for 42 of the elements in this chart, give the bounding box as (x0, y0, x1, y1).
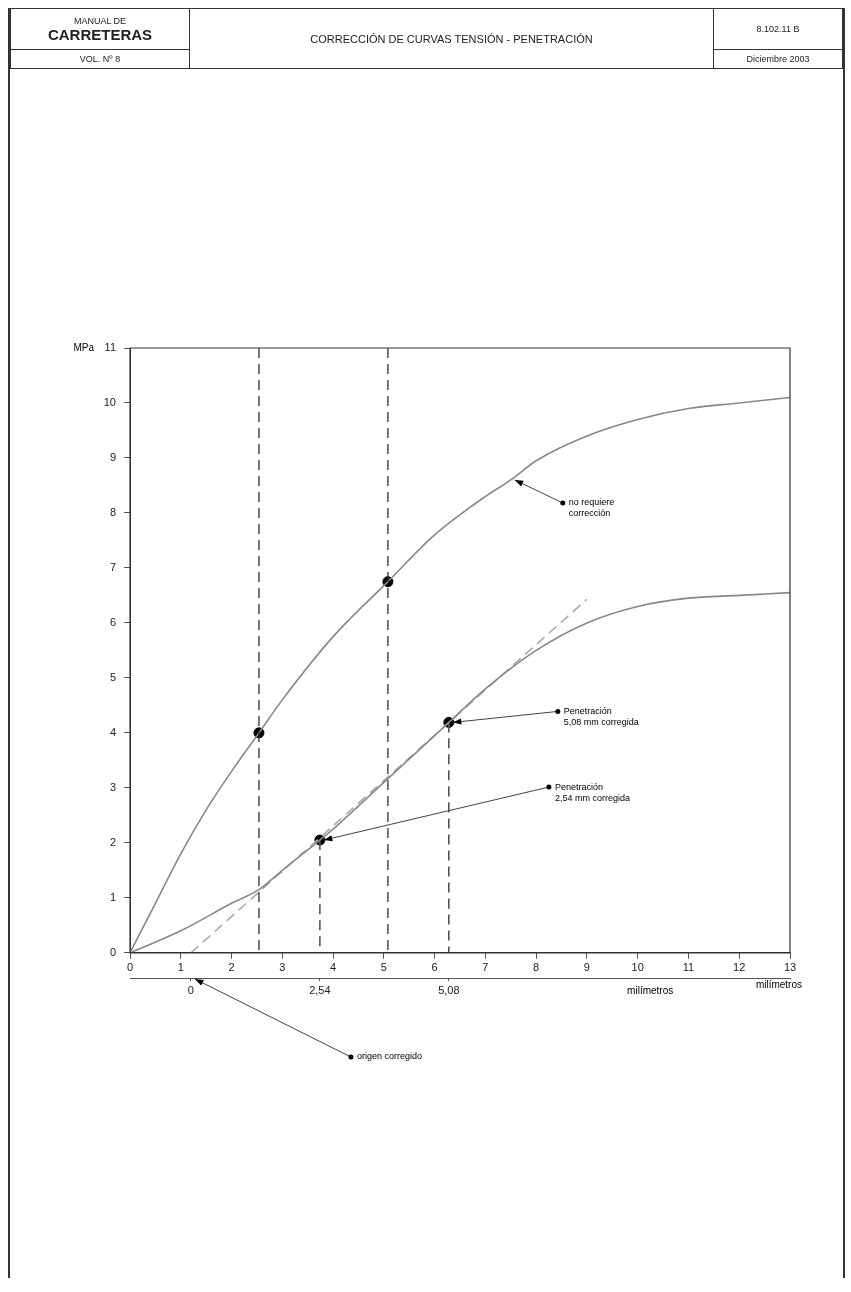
x2-axis-title: milímetros (627, 984, 674, 996)
chart-title: CORRECCIÓN DE CURVAS TENSIÓN - PENETRACIÓN (189, 8, 714, 69)
x-tick-label: 13 (783, 961, 797, 974)
x-tick-label: 1 (177, 961, 184, 974)
y-tick-label: 11 (104, 341, 116, 354)
y-tick-label: 5 (109, 670, 116, 683)
text: CARRETERAS (46, 25, 154, 43)
x-tick-label: 4 (330, 961, 337, 974)
x-tick-label: 8 (533, 961, 540, 974)
x-tick-label: 2 (228, 961, 235, 974)
x-tick-label: 9 (583, 961, 590, 974)
x-tick-label: 11 (682, 961, 695, 974)
x2-tick-label: 0 (187, 983, 194, 996)
x2-tick-label: 2,54 (309, 983, 331, 996)
x-tick-label: 12 (733, 961, 746, 974)
x-axis-title: milímetros (755, 978, 802, 990)
x-tick-label: 3 (279, 961, 286, 974)
y-tick-label: 10 (103, 396, 116, 409)
y-tick-label: 6 (109, 615, 116, 628)
annotation: Penetración 2,54 mm corregida (554, 781, 630, 803)
y-tick-label: 4 (109, 725, 116, 738)
x-tick-label: 7 (482, 961, 489, 974)
y-tick-label: 8 (109, 505, 116, 518)
text: 8.102.11 B (713, 8, 843, 50)
y-tick-label: 0 (109, 945, 116, 958)
text: MANUAL DE (72, 15, 128, 26)
text: VOL. Nº 8 (10, 49, 190, 69)
y-tick-label: 2 (109, 835, 116, 848)
x-tick-label: 10 (631, 961, 644, 974)
annotation: Penetración 5,08 mm corregida (563, 705, 639, 727)
x-tick-label: 6 (431, 961, 438, 974)
x-tick-label: 5 (380, 961, 387, 974)
text: Diciembre 2003 (713, 49, 843, 69)
annotation: no requiere corrección (568, 497, 615, 519)
y-tick-label: 3 (109, 780, 116, 793)
y-tick-label: 7 (109, 560, 116, 573)
text: origen corregido (356, 1051, 422, 1062)
y-axis-title: MPa (73, 341, 95, 353)
x-tick-label: 0 (126, 961, 134, 974)
y-tick-label: 1 (109, 890, 116, 903)
x2-tick-label: 5,08 (438, 983, 460, 996)
y-tick-label: 9 (109, 450, 116, 463)
